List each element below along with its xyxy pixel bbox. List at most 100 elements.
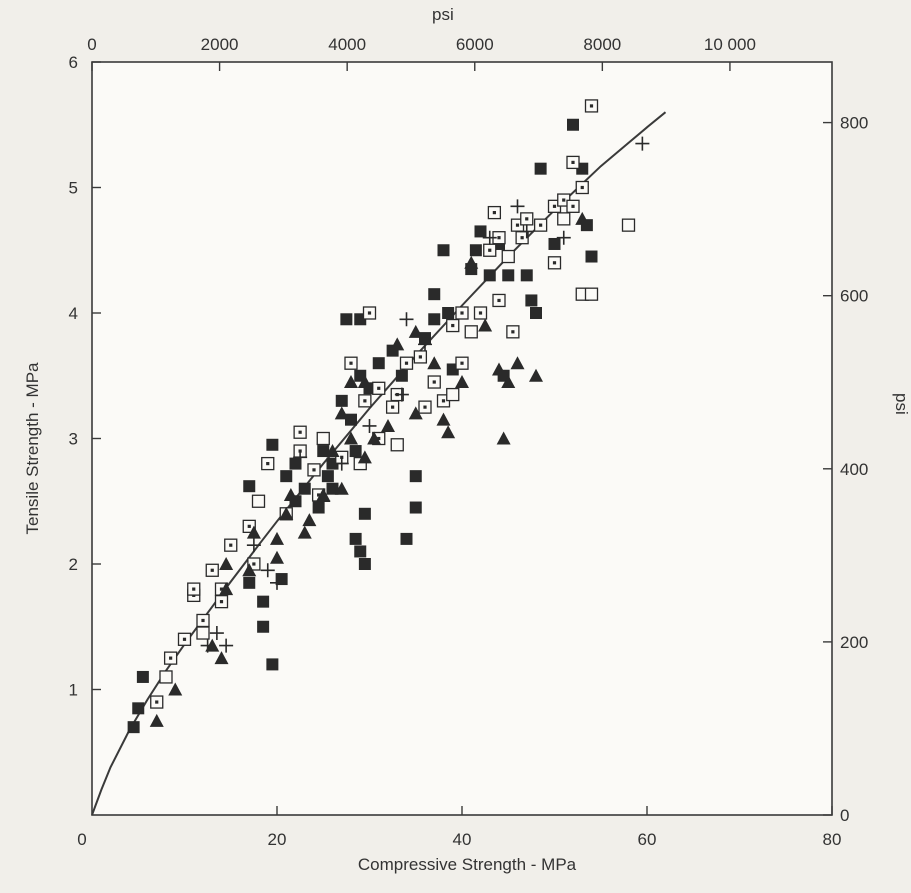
dotted-square-dot (423, 405, 427, 409)
filled-triangle-point (529, 368, 543, 382)
filled-square-point (289, 457, 302, 470)
dotted-square-point (187, 582, 201, 596)
filled-triangle-point (283, 487, 298, 501)
filled-triangle-point (334, 406, 349, 420)
dotted-square-dot (497, 236, 501, 240)
dotted-square-dot (511, 330, 515, 334)
dotted-square-point (520, 212, 534, 226)
plus-point (270, 575, 284, 590)
dotted-square-dot (266, 462, 270, 466)
x2-tick-label: 4000 (328, 35, 366, 54)
filled-square-point (525, 294, 538, 307)
filled-triangle-point (219, 557, 234, 570)
dotted-square-dot (312, 468, 316, 472)
dotted-square-dot (367, 311, 372, 315)
plus-point (209, 626, 224, 641)
filled-triangle-point (149, 713, 164, 727)
filled-square-point (298, 482, 311, 495)
filled-triangle-point (219, 582, 234, 596)
open-square-point (621, 218, 636, 232)
dotted-square-dot (441, 399, 446, 403)
filled-triangle-point (427, 356, 442, 370)
dotted-square-point (515, 231, 529, 245)
dotted-square-point (214, 595, 229, 609)
dotted-square-dot (377, 436, 381, 441)
filled-square-point (409, 501, 422, 514)
filled-square-point (442, 307, 455, 319)
dotted-square-dot (404, 361, 409, 365)
dotted-square-point (205, 563, 219, 577)
dotted-square-dot (552, 204, 557, 208)
filled-triangle-point (510, 356, 525, 370)
x-tick-label: 20 (268, 830, 287, 849)
filled-square-point (520, 269, 533, 282)
open-square-point (251, 494, 266, 508)
filled-triangle-point (302, 513, 317, 527)
filled-triangle-point (246, 525, 261, 539)
filled-triangle-point (575, 211, 590, 225)
dotted-square-point (446, 318, 460, 333)
data-points (127, 99, 650, 734)
plus-point (510, 199, 525, 214)
filled-square-point (534, 162, 547, 175)
y-tick-label: 6 (69, 53, 78, 72)
open-square-point (501, 249, 515, 264)
dotted-square-dot (363, 399, 367, 403)
dotted-square-point (473, 306, 488, 320)
filled-square-point (266, 658, 279, 671)
filled-triangle-point (408, 406, 423, 420)
dotted-square-dot (460, 361, 464, 365)
dotted-square-point (307, 463, 321, 477)
plus-point (334, 456, 349, 471)
filled-square-point (354, 545, 367, 558)
filled-square-point (243, 576, 256, 589)
filled-triangle-point (214, 651, 229, 665)
y-axis-label: Tensile Strength - MPa (23, 362, 42, 535)
filled-triangle-point (441, 425, 456, 439)
filled-triangle-point (279, 506, 294, 520)
dotted-square-dot (492, 211, 496, 215)
filled-triangle-point (270, 550, 284, 564)
right-axis-label: psi (892, 393, 911, 415)
plus-point (418, 337, 432, 352)
filled-square-point (312, 501, 325, 514)
dotted-square-dot (252, 562, 256, 566)
dotted-square-dot (515, 223, 520, 227)
top-axis-label: psi (432, 5, 454, 24)
filled-triangle-point (344, 431, 358, 445)
dotted-square-dot (391, 405, 395, 409)
filled-triangle-point (357, 450, 372, 464)
dotted-square-dot (377, 386, 381, 390)
filled-triangle-point (325, 444, 340, 458)
dotted-square-point (362, 306, 377, 320)
filled-square-point (358, 507, 371, 520)
filled-triangle-point (367, 431, 382, 445)
dotted-square-point (547, 256, 562, 270)
dotted-square-point (372, 381, 386, 395)
dotted-square-dot (229, 543, 233, 547)
open-square-point (390, 438, 404, 452)
dotted-square-point (575, 180, 589, 195)
dotted-square-point (163, 651, 178, 665)
dotted-square-dot (298, 430, 302, 434)
x-axis-label: Compressive Strength - MPa (358, 855, 577, 874)
x2-tick-label: 8000 (583, 35, 621, 54)
dotted-square-point (455, 356, 469, 370)
y2-tick-label: 0 (840, 806, 849, 825)
dotted-square-dot (432, 380, 436, 384)
filled-square-point (257, 595, 270, 608)
dotted-square-dot (520, 236, 524, 240)
dotted-square-dot (539, 223, 543, 227)
filled-square-point (358, 558, 371, 570)
plus-point (200, 638, 215, 653)
filled-triangle-point (381, 418, 395, 432)
filled-triangle-point (436, 412, 451, 426)
filled-triangle-point (270, 531, 284, 545)
dotted-square-dot (460, 311, 464, 315)
filled-square-point (127, 721, 140, 734)
filled-square-point (132, 702, 145, 715)
plus-point (246, 538, 261, 553)
filled-square-point (474, 225, 487, 238)
open-square-point (316, 431, 330, 446)
